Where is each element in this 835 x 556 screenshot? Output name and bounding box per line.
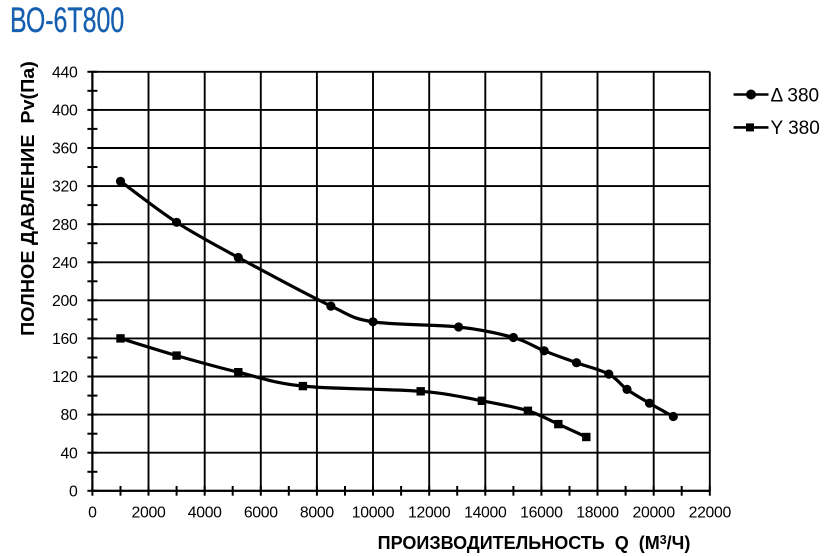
svg-text:20000: 20000 xyxy=(632,505,675,522)
svg-text:120: 120 xyxy=(52,369,78,386)
svg-text:12000: 12000 xyxy=(408,505,451,522)
svg-text:440: 440 xyxy=(52,64,78,81)
svg-text:200: 200 xyxy=(52,293,78,310)
svg-text:Y 380: Y 380 xyxy=(771,118,820,139)
svg-text:0: 0 xyxy=(69,483,78,500)
svg-text:0: 0 xyxy=(88,505,97,522)
svg-text:2000: 2000 xyxy=(132,505,166,522)
svg-text:10000: 10000 xyxy=(352,505,395,522)
svg-text:14000: 14000 xyxy=(464,505,507,522)
svg-text:6000: 6000 xyxy=(244,505,278,522)
svg-text:320: 320 xyxy=(52,179,78,196)
svg-text:160: 160 xyxy=(52,331,78,348)
svg-text:8000: 8000 xyxy=(300,505,334,522)
svg-text:16000: 16000 xyxy=(520,505,563,522)
svg-text:80: 80 xyxy=(61,407,78,424)
svg-text:ПОЛНОЕ ДАВЛЕНИЕ Pv(Па): ПОЛНОЕ ДАВЛЕНИЕ Pv(Па) xyxy=(18,61,38,336)
svg-text:18000: 18000 xyxy=(576,505,619,522)
svg-text:360: 360 xyxy=(52,141,78,158)
svg-text:240: 240 xyxy=(52,255,78,272)
svg-text:Δ 380: Δ 380 xyxy=(771,85,820,106)
svg-text:22000: 22000 xyxy=(689,505,732,522)
svg-text:ПРОИЗВОДИТЕЛЬНОСТЬ Q (М3/Ч): ПРОИЗВОДИТЕЛЬНОСТЬ Q (М3/Ч) xyxy=(378,533,691,553)
svg-text:4000: 4000 xyxy=(188,505,222,522)
svg-text:40: 40 xyxy=(61,445,78,462)
svg-text:400: 400 xyxy=(52,103,78,120)
svg-text:280: 280 xyxy=(52,217,78,234)
